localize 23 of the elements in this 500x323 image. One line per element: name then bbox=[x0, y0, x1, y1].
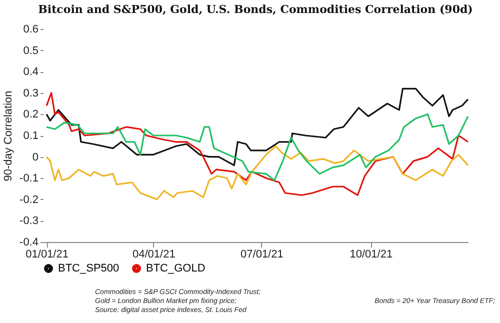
x-tick-label: 10/01/21 bbox=[350, 248, 393, 260]
y-tick-label: 0.3 bbox=[23, 87, 38, 100]
x-tick-label: 07/01/21 bbox=[240, 248, 284, 260]
y-tick-label: -0.4 bbox=[20, 236, 38, 248]
line-series bbox=[46, 113, 469, 182]
x-tick-label: 01/01/21 bbox=[26, 248, 68, 260]
legend-label: BTC_GOLD bbox=[146, 262, 206, 274]
y-tick-label: 0.4 bbox=[23, 66, 38, 78]
y-tick-label: -0.1 bbox=[20, 172, 38, 185]
y-tick-label: 0.6 bbox=[23, 24, 38, 36]
legend-label: BTC_SP500 bbox=[58, 262, 120, 274]
y-tick-label: -0.2 bbox=[20, 194, 38, 206]
line-series bbox=[46, 88, 469, 166]
y-tick-label: 0 bbox=[32, 151, 38, 164]
y-tick-label: 0.2 bbox=[23, 108, 38, 121]
y-tick-label: -0.3 bbox=[20, 215, 38, 228]
y-axis-title: 90-day Correlation bbox=[2, 90, 15, 182]
chart-title: Bitcoin and S&P500, Gold, U.S. Bonds, Commodities Correlation (90d) bbox=[38, 3, 473, 16]
line-series bbox=[46, 92, 469, 196]
line-series bbox=[46, 145, 469, 200]
y-tick-label: 0.5 bbox=[23, 44, 38, 57]
x-tick-label: 04/01/21 bbox=[132, 248, 176, 260]
y-tick-label: 0.1 bbox=[23, 130, 38, 142]
